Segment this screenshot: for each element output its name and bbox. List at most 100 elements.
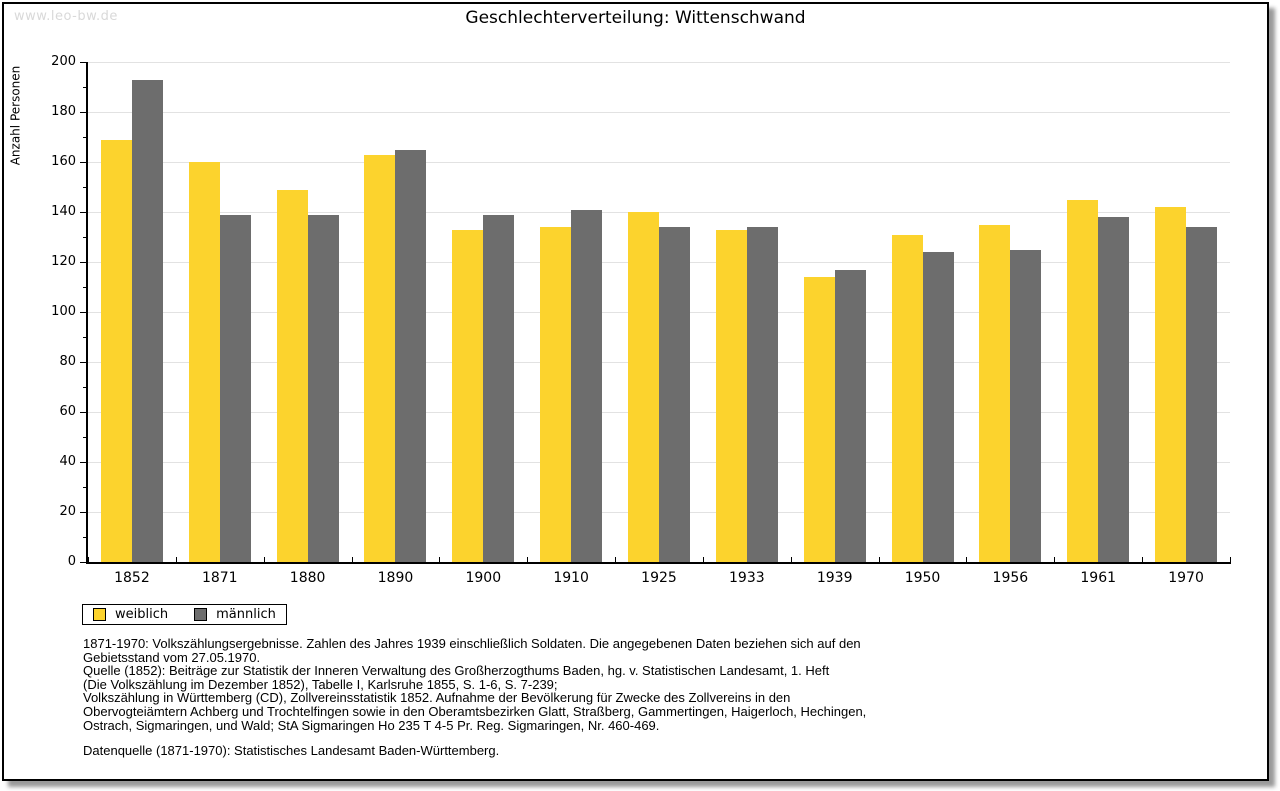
y-major-tick-120 (80, 262, 87, 263)
y-minor-tick-190 (83, 87, 87, 88)
bar-weiblich-1890 (364, 154, 396, 562)
y-major-tick-140 (80, 212, 87, 213)
x-boundary-tick-0 (88, 557, 89, 562)
y-minor-tick-10 (83, 537, 87, 538)
x-tick-label-1880: 1880 (289, 570, 326, 586)
bar-weiblich-1925 (628, 212, 659, 562)
bar-männlich-1950 (922, 252, 954, 562)
chart-title: Geschlechterverteilung: Wittenschwand (465, 8, 806, 28)
x-boundary-tick-1 (175, 557, 177, 562)
gridline-180 (88, 112, 1230, 113)
y-major-tick-200 (80, 62, 87, 63)
x-boundary-tick-4 (439, 557, 441, 562)
bar-männlich-1871 (219, 214, 251, 562)
x-boundary-tick-9 (878, 557, 880, 562)
y-minor-tick-90 (83, 337, 87, 338)
legend-label-maennlich: männlich (216, 607, 276, 622)
bar-männlich-1900 (483, 214, 515, 562)
x-boundary-tick-13 (1230, 557, 1231, 562)
bar-männlich-1880 (307, 214, 339, 562)
x-axis-line (86, 562, 1231, 564)
source-notes: 1871-1970: Volkszählungsergebnisse. Zahl… (83, 636, 867, 733)
x-boundary-tick-12 (1142, 557, 1144, 562)
x-tick-label-1970: 1970 (1168, 570, 1204, 586)
y-tick-label-80: 80 (59, 354, 76, 369)
x-tick-label-1852: 1852 (114, 570, 150, 586)
bar-männlich-1852 (131, 79, 163, 562)
x-boundary-tick-5 (527, 557, 529, 562)
x-boundary-tick-7 (702, 557, 704, 562)
y-tick-label-200: 200 (51, 54, 76, 69)
y-minor-tick-30 (83, 487, 87, 488)
x-boundary-tick-6 (615, 557, 617, 562)
bar-männlich-1939 (834, 269, 866, 562)
legend-item-weiblich: weiblich (93, 607, 168, 622)
y-major-tick-80 (80, 362, 87, 363)
x-tick-label-1925: 1925 (641, 570, 677, 586)
bar-weiblich-1880 (276, 189, 308, 562)
y-minor-tick-70 (83, 387, 87, 388)
y-major-tick-100 (80, 312, 87, 313)
bar-männlich-1925 (659, 227, 690, 562)
bar-weiblich-1852 (100, 139, 132, 562)
y-minor-tick-50 (83, 437, 87, 438)
weiblich-swatch-icon (93, 608, 106, 621)
y-minor-tick-110 (83, 287, 87, 288)
x-tick-label-1956: 1956 (992, 570, 1029, 586)
x-boundary-tick-11 (1054, 557, 1056, 562)
y-minor-tick-170 (83, 137, 87, 138)
x-tick-label-1890: 1890 (377, 570, 414, 586)
x-boundary-tick-10 (966, 557, 968, 562)
bar-männlich-1961 (1098, 217, 1130, 562)
y-tick-label-120: 120 (51, 254, 76, 269)
bar-weiblich-1961 (1067, 199, 1099, 562)
bar-weiblich-1933 (715, 229, 747, 562)
y-tick-label-20: 20 (59, 504, 76, 519)
bar-männlich-1910 (571, 209, 603, 562)
x-tick-label-1950: 1950 (904, 570, 941, 586)
y-tick-label-140: 140 (51, 204, 76, 219)
y-tick-label-40: 40 (59, 454, 76, 469)
y-major-tick-0 (80, 562, 87, 563)
x-boundary-tick-2 (263, 557, 265, 562)
x-tick-label-1871: 1871 (201, 570, 238, 586)
bar-weiblich-1939 (803, 277, 835, 562)
x-boundary-tick-8 (790, 557, 792, 562)
bar-weiblich-1900 (452, 229, 484, 562)
y-axis-line (86, 62, 88, 564)
y-axis-title: Anzahl Personen (8, 65, 23, 166)
y-major-tick-160 (80, 162, 87, 163)
gridline-200 (88, 62, 1230, 63)
maennlich-swatch-icon (194, 608, 208, 621)
bar-männlich-1956 (1010, 249, 1042, 562)
watermark: www.leo-bw.de (14, 9, 118, 24)
x-tick-label-1900: 1900 (465, 570, 502, 586)
bar-weiblich-1871 (188, 162, 220, 562)
bar-weiblich-1950 (891, 234, 923, 562)
x-tick-label-1961: 1961 (1080, 570, 1117, 586)
x-boundary-tick-3 (351, 557, 353, 562)
y-tick-label-0: 0 (67, 554, 76, 569)
x-tick-label-1910: 1910 (553, 570, 589, 586)
gridline-140 (88, 212, 1230, 213)
gridline-160 (88, 162, 1230, 163)
bar-weiblich-1910 (540, 227, 572, 562)
legend: weiblich männlich (82, 604, 287, 625)
datasource-note: Datenquelle (1871-1970): Statistisches L… (83, 743, 500, 758)
legend-label-weiblich: weiblich (115, 607, 169, 622)
y-minor-tick-150 (83, 187, 87, 188)
y-major-tick-60 (80, 412, 87, 413)
y-tick-label-180: 180 (51, 104, 76, 119)
bar-weiblich-1956 (979, 224, 1011, 562)
bar-weiblich-1970 (1155, 207, 1187, 562)
bar-männlich-1970 (1186, 227, 1218, 562)
legend-item-maennlich: männlich (194, 607, 276, 622)
y-tick-label-160: 160 (51, 154, 76, 169)
y-major-tick-20 (80, 512, 87, 513)
chart-frame: www.leo-bw.de Geschlechterverteilung: Wi… (2, 2, 1269, 781)
bar-männlich-1933 (746, 227, 778, 562)
x-tick-label-1939: 1939 (816, 570, 853, 586)
y-minor-tick-130 (83, 237, 87, 238)
y-tick-label-60: 60 (59, 404, 76, 419)
y-major-tick-40 (80, 462, 87, 463)
